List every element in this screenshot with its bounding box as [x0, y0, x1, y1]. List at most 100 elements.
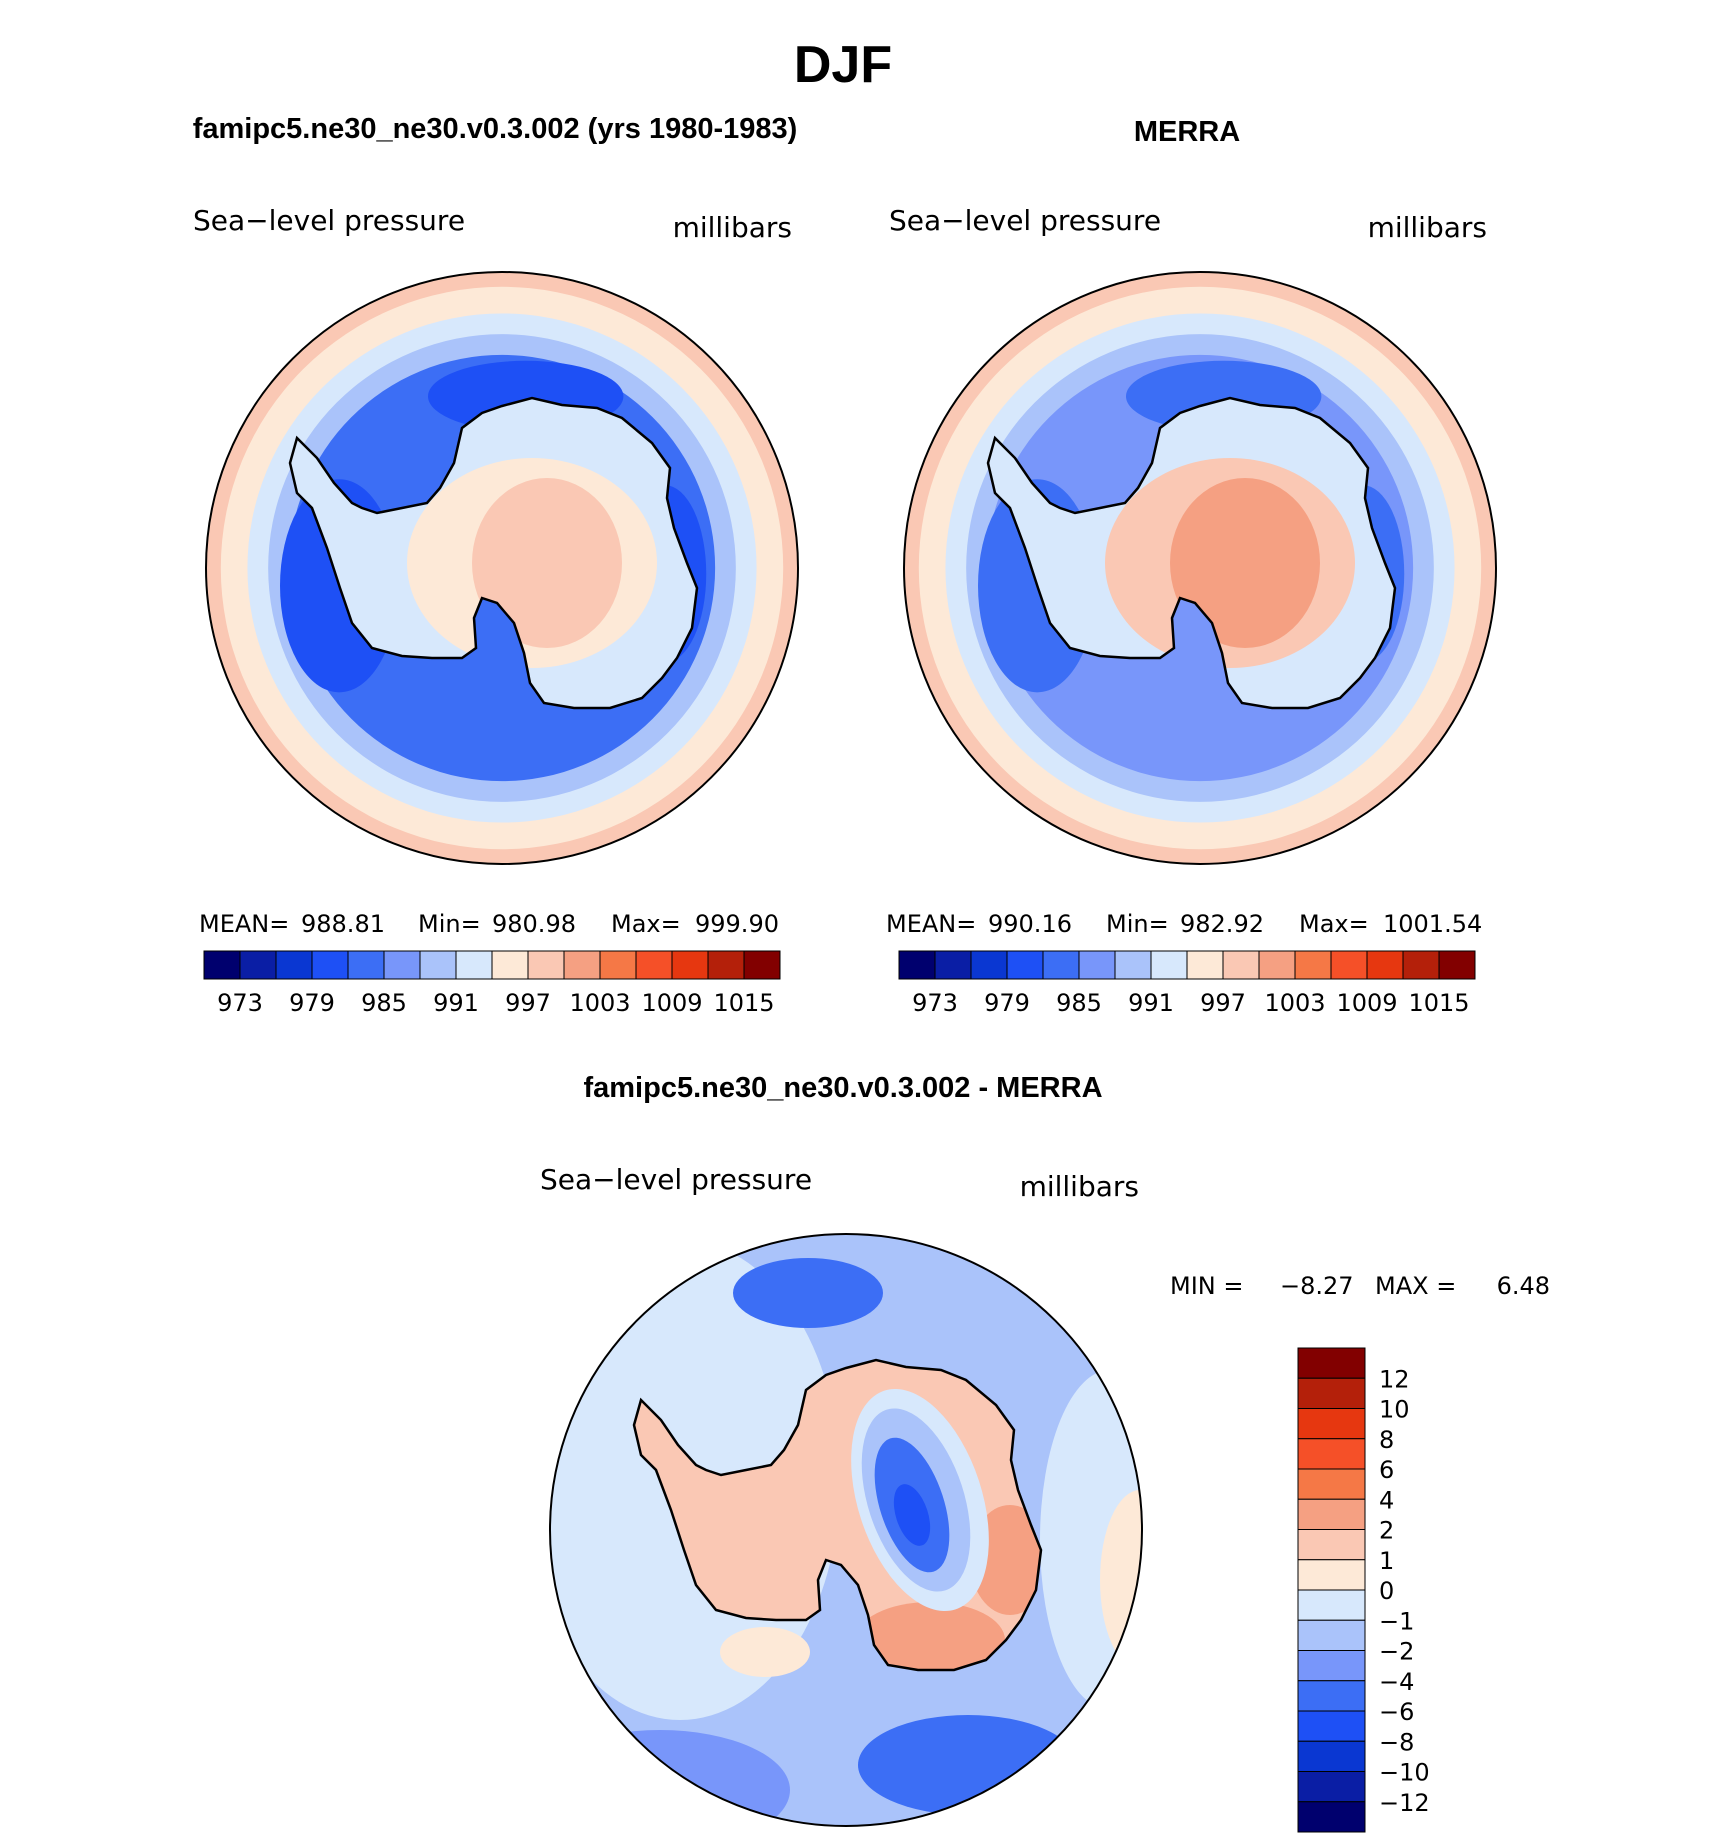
diff-colorbar-swatch [1297, 1589, 1366, 1621]
colorbar-swatch [1042, 950, 1080, 980]
panel-diff-min-value: −8.27 [1280, 1272, 1354, 1300]
panel-model-stats: MEAN= 988.81 Min= 980.98 Max= 999.90 [199, 910, 779, 938]
panel-model-units-label: millibars [673, 211, 792, 244]
diff-colorbar-tick-label: −6 [1379, 1698, 1414, 1726]
panel-diff-units-label: millibars [1020, 1170, 1139, 1203]
colorbar-swatch [1186, 950, 1224, 980]
diff-colorbar-tick-label: 6 [1379, 1456, 1394, 1484]
panel-obs-field [904, 272, 1496, 864]
colorbar-swatch [347, 950, 385, 980]
continent-field [988, 398, 1395, 708]
diff-colorbar-tick-label: −10 [1379, 1759, 1430, 1787]
continent-high [1170, 478, 1320, 648]
figure-title: DJF [794, 36, 892, 94]
colorbar-swatch [599, 950, 637, 980]
colorbar-swatch [419, 950, 457, 980]
colorbar-swatch [1150, 950, 1188, 980]
panel-obs-mean-label: MEAN= [886, 910, 976, 938]
colorbar-swatch [707, 950, 745, 980]
diff-continent-strong-east [970, 1505, 1041, 1615]
diff-north-negative [733, 1258, 883, 1328]
diff-colorbar-swatch [1297, 1498, 1366, 1530]
panel-model-min-value: 980.98 [492, 910, 576, 938]
diff-colorbar-tick-label: 12 [1379, 1365, 1410, 1393]
diff-colorbar-swatch [1297, 1529, 1366, 1561]
colorbar-swatch [491, 950, 529, 980]
panel-obs-max-value: 1001.54 [1383, 910, 1482, 938]
diff-colorbar-swatch [1297, 1801, 1366, 1833]
diff-colorbar-tick-label: 1 [1379, 1547, 1394, 1575]
panel-model-mean-label: MEAN= [199, 910, 289, 938]
colorbar-tick-label: 991 [433, 989, 479, 1017]
colorbar-tick-label: 973 [912, 989, 958, 1017]
colorbar-tick-label: 1009 [641, 989, 702, 1017]
panel-obs-map [904, 272, 1496, 864]
colorbar-tick-label: 997 [1200, 989, 1246, 1017]
panel-obs-min-value: 982.92 [1180, 910, 1264, 938]
panel-model-field [206, 272, 798, 864]
panel-diff-map [550, 1234, 1142, 1826]
diff-colorbar-swatch [1297, 1680, 1366, 1712]
colorbar-swatch [1402, 950, 1440, 980]
diff-colorbar-tick-label: −2 [1379, 1638, 1414, 1666]
panel-obs-colorbar: 973 979 985 991 997 1003 1009 1015 [898, 950, 1476, 1017]
diff-colorbar-tick-label: −1 [1379, 1607, 1414, 1635]
diff-colorbar-swatch [1297, 1559, 1366, 1591]
panel-model: famipc5.ne30_ne30.v0.3.002 (yrs 1980-198… [193, 113, 799, 1017]
panel-model-mean-value: 988.81 [301, 910, 385, 938]
panel-obs-title: MERRA [1134, 116, 1240, 148]
panel-diff-max-label: MAX = [1375, 1272, 1456, 1300]
diff-colorbar-swatch [1297, 1619, 1366, 1651]
panel-obs-units-label: millibars [1368, 211, 1487, 244]
diff-colorbar-swatch [1297, 1771, 1366, 1803]
colorbar-swatch [311, 950, 349, 980]
diff-colorbar-swatch [1297, 1408, 1366, 1440]
panel-diff-max-value: 6.48 [1497, 1272, 1550, 1300]
panel-obs-mean-value: 990.16 [988, 910, 1072, 938]
panel-obs-variable-label: Sea−level pressure [889, 204, 1161, 237]
colorbar-tick-label: 973 [217, 989, 263, 1017]
colorbar-swatch [970, 950, 1008, 980]
colorbar-swatch [1006, 950, 1044, 980]
panel-obs-map-border [903, 271, 1497, 865]
diff-colorbar-tick-label: 2 [1379, 1517, 1394, 1545]
diff-continent-strong-south [855, 1602, 1005, 1670]
colorbar-swatch [1258, 950, 1296, 980]
panel-model-colorbar: 973 979 985 991 997 1003 1009 1015 [203, 950, 781, 1017]
colorbar-swatch [203, 950, 241, 980]
colorbar-tick-label: 1003 [569, 989, 630, 1017]
continent-high [472, 478, 622, 648]
panel-diff-stats: MIN = −8.27 MAX = 6.48 [1170, 1272, 1550, 1300]
panel-obs-stats: MEAN= 990.16 Min= 982.92 Max= 1001.54 [886, 910, 1482, 938]
panel-model-map [206, 272, 798, 864]
colorbar-swatch [1438, 950, 1476, 980]
diff-east-rim-positive [1100, 1490, 1142, 1670]
colorbar-tick-label: 991 [1128, 989, 1174, 1017]
panel-diff-title: famipc5.ne30_ne30.v0.3.002 - MERRA [583, 1072, 1102, 1104]
panel-model-max-value: 999.90 [695, 910, 779, 938]
panel-model-variable-label: Sea−level pressure [193, 204, 465, 237]
diff-colorbar-swatch [1297, 1468, 1366, 1500]
diff-colorbar-tick-label: 10 [1379, 1396, 1410, 1424]
diff-colorbar-swatch [1297, 1710, 1366, 1742]
colorbar-swatch [455, 950, 493, 980]
diff-colorbar-tick-label: −12 [1379, 1789, 1430, 1817]
colorbar-swatch [239, 950, 277, 980]
diff-colorbar-tick-label: 4 [1379, 1486, 1394, 1514]
colorbar-swatch [275, 950, 313, 980]
colorbar-swatch [1114, 950, 1152, 980]
colorbar-swatch [934, 950, 972, 980]
diff-south-positive [720, 1627, 810, 1677]
diff-colorbar-swatch [1297, 1347, 1366, 1379]
colorbar-tick-label: 1003 [1264, 989, 1325, 1017]
panel-obs-max-label: Max= [1299, 910, 1369, 938]
diff-colorbar-swatch [1297, 1377, 1366, 1409]
diff-colorbar-tick-label: −8 [1379, 1728, 1414, 1756]
diff-colorbar-swatch [1297, 1740, 1366, 1772]
diff-colorbar-tick-label: 8 [1379, 1426, 1394, 1454]
colorbar-tick-label: 1015 [1408, 989, 1469, 1017]
diff-interior-min [893, 1484, 931, 1546]
colorbar-swatch [898, 950, 936, 980]
colorbar-tick-label: 985 [361, 989, 407, 1017]
